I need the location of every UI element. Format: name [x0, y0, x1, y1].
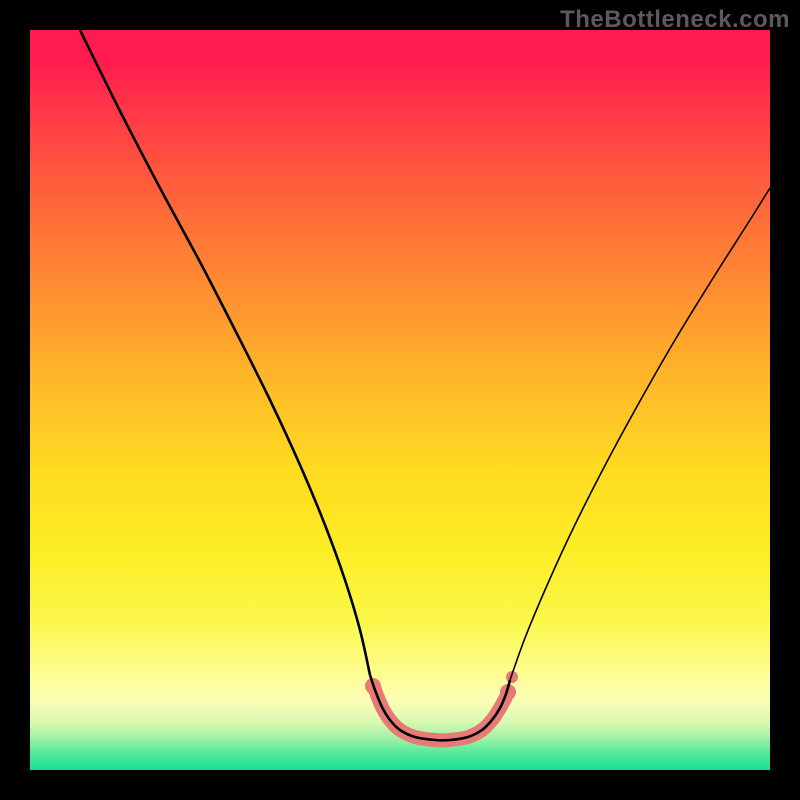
chart-background [30, 30, 770, 770]
gradient-v-curve-chart [30, 30, 770, 770]
outer-frame: TheBottleneck.com [0, 0, 800, 800]
plot-area [30, 30, 770, 770]
watermark-text: TheBottleneck.com [560, 6, 790, 34]
